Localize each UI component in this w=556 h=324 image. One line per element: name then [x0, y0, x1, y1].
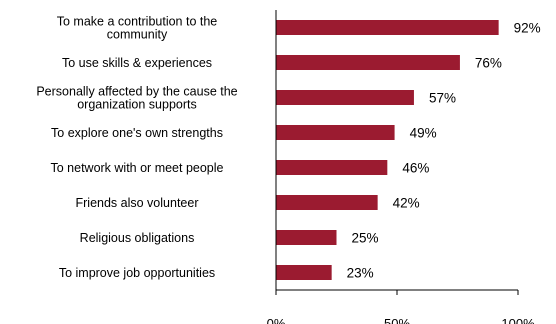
category-label: To network with or meet people	[50, 161, 223, 175]
category-labels: To make a contribution to the community To…	[36, 15, 237, 281]
x-tick-label: 0%	[267, 316, 286, 324]
data-label: 46%	[402, 161, 429, 176]
bar	[276, 230, 337, 245]
category-label: Personally affected by the cause the orga…	[36, 85, 237, 112]
data-label: 76%	[475, 56, 502, 71]
category-label: Friends also volunteer	[76, 196, 199, 210]
category-label: To explore one's own strengths	[51, 126, 223, 140]
bar	[276, 265, 332, 280]
x-tick-label: 50%	[384, 316, 410, 324]
data-label: 23%	[347, 266, 374, 281]
bars	[276, 20, 499, 280]
x-axis-ticks: 0% 50% 100%	[267, 290, 535, 324]
bar	[276, 20, 499, 35]
category-label: To improve job opportunities	[59, 266, 215, 280]
data-label: 49%	[410, 126, 437, 141]
bar	[276, 160, 388, 175]
data-labels: 92% 76% 57% 49% 46% 42% 25% 23%	[347, 21, 541, 281]
bar	[276, 90, 414, 105]
bar	[276, 195, 378, 210]
category-label: To make a contribution to the community	[57, 15, 218, 42]
bar	[276, 125, 395, 140]
data-label: 25%	[352, 231, 379, 246]
category-label: To use skills & experiences	[62, 56, 212, 70]
bar	[276, 55, 460, 70]
x-tick-label: 100%	[501, 316, 535, 324]
data-label: 92%	[514, 21, 541, 36]
data-label: 42%	[393, 196, 420, 211]
data-label: 57%	[429, 91, 456, 106]
category-label: Religious obligations	[80, 231, 195, 245]
